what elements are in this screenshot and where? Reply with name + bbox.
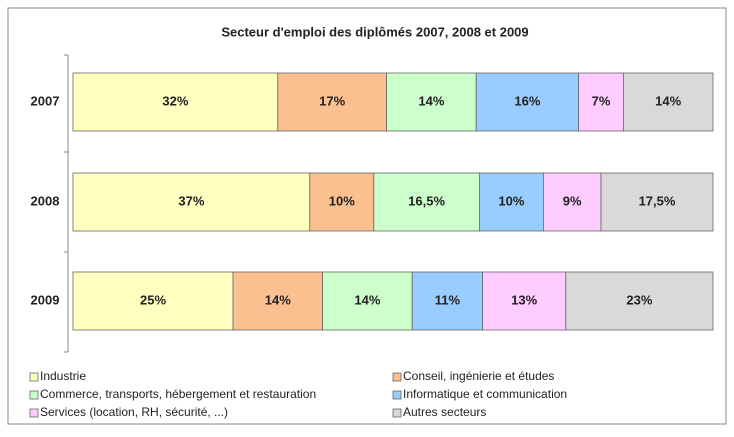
legend-label: Autres secteurs xyxy=(403,405,486,419)
legend-label: Commerce, transports, hébergement et res… xyxy=(40,387,316,401)
bar-segment xyxy=(411,271,484,331)
legend-swatch xyxy=(392,390,402,400)
bar-segment xyxy=(565,271,714,331)
bar-segment xyxy=(72,271,234,331)
data-label: 17% xyxy=(319,93,345,108)
bar-segment xyxy=(578,72,624,132)
y-tick-label: 2009 xyxy=(31,292,60,307)
bar-segment xyxy=(309,172,375,232)
bar-segment xyxy=(373,172,480,232)
chart-title: Secteur d'emploi des diplômés 2007, 2008… xyxy=(221,24,528,39)
data-label: 14% xyxy=(655,93,681,108)
bar-segment xyxy=(322,271,413,331)
y-tick-label: 2007 xyxy=(31,93,60,108)
data-label: 16,5% xyxy=(408,193,445,208)
data-label: 14% xyxy=(354,292,380,307)
data-label: 23% xyxy=(626,292,652,307)
data-label: 16% xyxy=(514,93,540,108)
data-label: 14% xyxy=(265,292,291,307)
legend-label: Conseil, ingénierie et études xyxy=(403,369,554,383)
bar-segment xyxy=(623,72,714,132)
bar-segment xyxy=(475,72,580,132)
data-label: 11% xyxy=(435,292,461,307)
bar-segment xyxy=(482,271,567,331)
legend-swatch xyxy=(29,390,39,400)
category-axis xyxy=(64,54,69,353)
legend-swatch xyxy=(29,372,39,382)
bar-segment xyxy=(277,72,387,132)
data-label: 7% xyxy=(592,93,611,108)
legend-swatch xyxy=(392,408,402,418)
y-tick-label: 2008 xyxy=(31,193,60,208)
data-label: 14% xyxy=(418,93,444,108)
legend-label: Informatique et communication xyxy=(403,387,567,401)
bar-segment xyxy=(232,271,323,331)
bar-segment xyxy=(72,72,279,132)
data-label: 32% xyxy=(162,93,188,108)
data-label: 25% xyxy=(140,292,166,307)
data-label: 10% xyxy=(498,193,524,208)
legend-label: Services (location, RH, sécurité, ...) xyxy=(40,405,228,419)
data-label: 17,5% xyxy=(639,193,676,208)
data-label: 10% xyxy=(329,193,355,208)
data-label: 9% xyxy=(563,193,582,208)
bar-segment xyxy=(478,172,544,232)
data-label: 13% xyxy=(511,292,537,307)
legend-swatch xyxy=(29,408,39,418)
legend-swatch xyxy=(392,372,402,382)
data-label: 37% xyxy=(178,193,204,208)
bar-segment xyxy=(600,172,714,232)
bar-segment xyxy=(386,72,477,132)
legend-label: Industrie xyxy=(40,369,86,383)
